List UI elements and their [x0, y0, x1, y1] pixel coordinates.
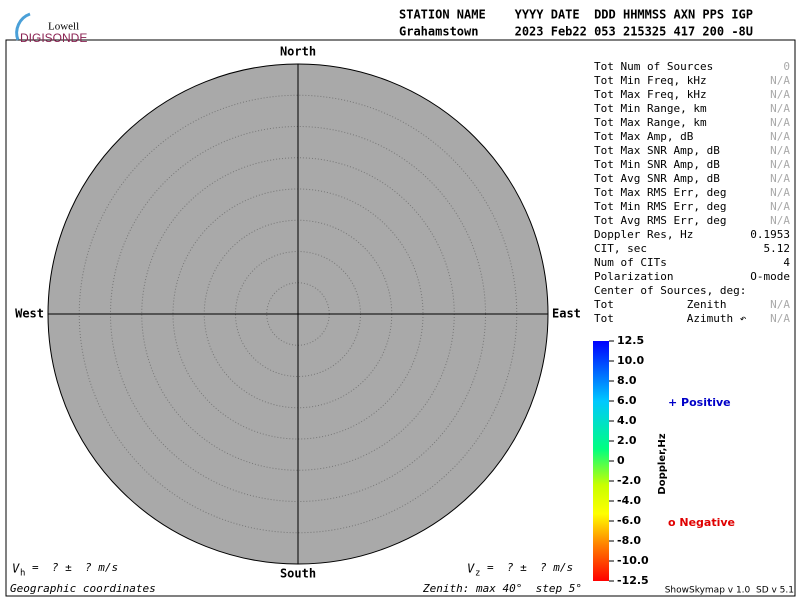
stat-label: Tot Min SNR Amp, dB [594, 158, 720, 171]
stat-value: N/A [770, 88, 790, 101]
stat-label: Tot Max RMS Err, deg [594, 186, 726, 199]
stat-label: Tot Num of Sources [594, 60, 713, 73]
vh-text: = ? ± ? m/s [32, 561, 118, 574]
stat-value: N/A [770, 172, 790, 185]
stat-label: Tot Min RMS Err, deg [594, 200, 726, 213]
colorbar-tick-label: -12.5 [617, 574, 649, 587]
stat-value: 0 [783, 60, 790, 73]
stat-value: 5.12 [764, 242, 791, 255]
stat-label: Doppler Res, Hz [594, 228, 693, 241]
colorbar-tick-label: -10.0 [617, 554, 649, 567]
stat-label: Tot Max Freq, kHz [594, 88, 707, 101]
vh-sub: h [20, 569, 25, 579]
stat-label: Tot Max Amp, dB [594, 130, 694, 143]
stat-label: Num of CITs [594, 256, 667, 269]
colorbar-tick-label: 0 [617, 454, 625, 467]
south-label: South [280, 567, 316, 581]
colorbar [593, 341, 609, 581]
stat-value: N/A [770, 158, 790, 171]
stat-value: O-mode [750, 270, 790, 283]
stat-value: N/A [770, 214, 790, 227]
colorbar-tick-label: -2.0 [617, 474, 641, 487]
colorbar-tick-label: -4.0 [617, 494, 641, 507]
stat-label: Polarization [594, 270, 673, 283]
stat-value: N/A [770, 130, 790, 143]
colorbar-tick-label: 8.0 [617, 374, 637, 387]
colorbar-tick-label: 6.0 [617, 394, 637, 407]
vz-text: = ? ± ? m/s [487, 561, 573, 574]
stat-value: N/A [770, 298, 790, 311]
stat-value: N/A [770, 144, 790, 157]
colorbar-title: Doppler,Hz [657, 433, 668, 494]
legend-positive: + Positive [668, 396, 731, 409]
stat-value: N/A [770, 312, 790, 325]
logo-arc [15, 12, 31, 41]
east-label: East [552, 307, 581, 321]
stat-value: N/A [770, 102, 790, 115]
stat-value: N/A [770, 186, 790, 199]
stat-label: Tot Max Range, km [594, 116, 707, 129]
colorbar-tick-label: 2.0 [617, 434, 637, 447]
header-values: Grahamstown 2023 Feb22 053 215325 417 20… [399, 25, 753, 39]
stat-value: 4 [783, 256, 790, 269]
stat-label: Center of Sources, deg: [594, 284, 746, 297]
version-note: ShowSkymap v 1.0 SD v 5.1 [665, 586, 794, 596]
stat-label: Tot Max SNR Amp, dB [594, 144, 720, 157]
logo-bottom: DIGISONDE [20, 31, 87, 45]
header-labels: STATION NAME YYYY DATE DDD HHMMSS AXN PP… [399, 8, 753, 22]
vz-symbol: V [467, 562, 475, 576]
skymap-plot [47, 63, 549, 565]
stat-label: Tot Min Freq, kHz [594, 74, 707, 87]
stat-label: Tot Avg RMS Err, deg [594, 214, 726, 227]
legend-negative: o Negative [668, 516, 735, 529]
stats-table: Tot Num of Sources 0 Tot Min Freq, kHz N/A T… [594, 60, 790, 325]
logo-top: Lowell [48, 21, 79, 33]
colorbar-ticks: 12.5 10.0 8.0 6.0 4.0 2.0 0 -2.0 -4.0 -6.0 -8.0 -10… [609, 334, 649, 587]
vh-symbol: V [12, 562, 20, 576]
colorbar-tick-label: -8.0 [617, 534, 641, 547]
colorbar-tick-label: 4.0 [617, 414, 637, 427]
stat-label: Tot Zenith [594, 298, 726, 311]
colorbar-tick-label: -6.0 [617, 514, 641, 527]
stat-label: Tot Avg SNR Amp, dB [594, 172, 720, 185]
colorbar-tick-label: 10.0 [617, 354, 644, 367]
zenith-note: Zenith: max 40° step 5° [422, 582, 582, 595]
frame [5, 39, 796, 597]
stat-value: 0.1953 [750, 228, 790, 241]
north-label: North [280, 45, 316, 59]
stat-label: Tot Azimuth ↶ [594, 312, 747, 325]
colorbar-tick-label: 12.5 [617, 334, 644, 347]
vz-sub: z [475, 569, 480, 579]
stat-label: CIT, sec [594, 242, 647, 255]
west-label: West [15, 307, 44, 321]
stat-value: N/A [770, 200, 790, 213]
stat-value: N/A [770, 116, 790, 129]
coords-note: Geographic coordinates [10, 582, 156, 595]
stat-value: N/A [770, 74, 790, 87]
stat-label: Tot Min Range, km [594, 102, 707, 115]
